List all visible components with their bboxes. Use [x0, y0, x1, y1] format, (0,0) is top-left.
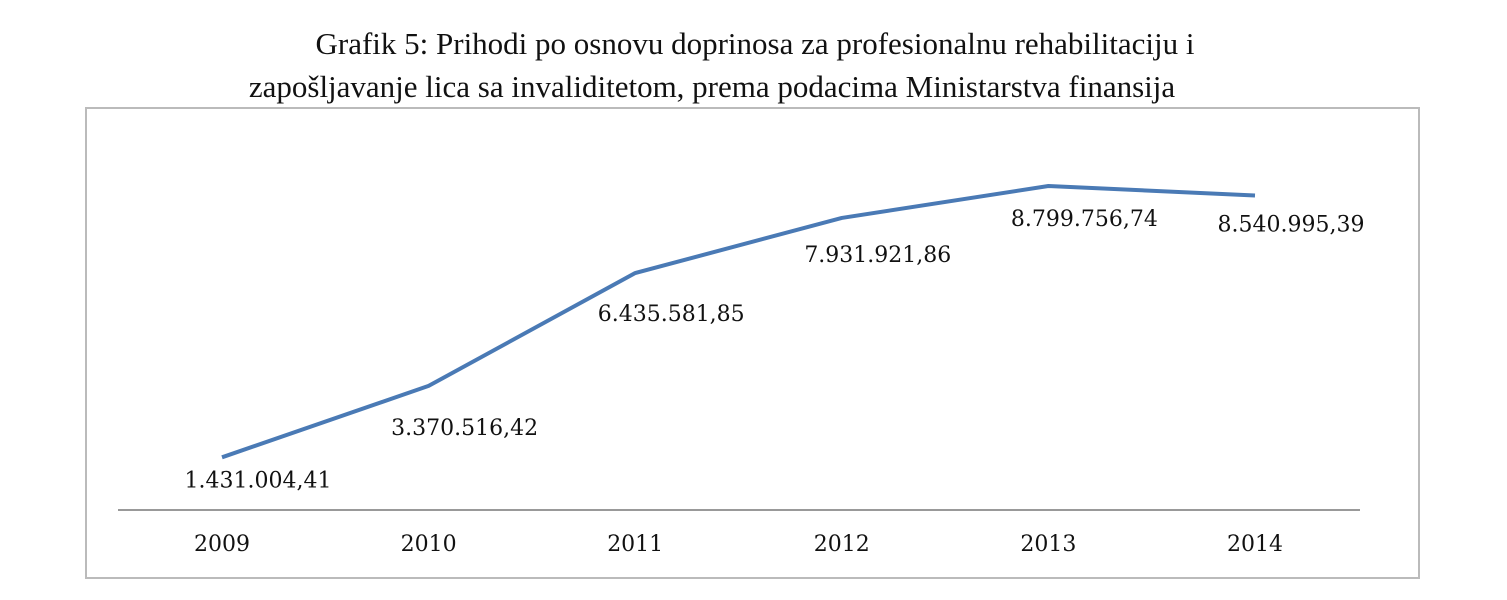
data-label: 8.540.995,39	[1218, 213, 1365, 238]
chart-title: zapošljavanje lica sa invaliditetom, pre…	[249, 69, 1176, 104]
data-label: 7.931.921,86	[804, 243, 951, 268]
chart-frame	[85, 107, 1420, 579]
x-tick-label: 2009	[194, 532, 250, 557]
data-label: 1.431.004,41	[185, 468, 332, 493]
data-label: 6.435.581,85	[598, 302, 745, 327]
x-tick-label: 2011	[607, 532, 663, 557]
x-tick-label: 2013	[1020, 532, 1076, 557]
chart-title: Grafik 5: Prihodi po osnovu doprinosa za…	[315, 26, 1194, 61]
x-tick-label: 2014	[1227, 532, 1283, 557]
data-label: 8.799.756,74	[1011, 207, 1158, 232]
data-line	[221, 184, 1256, 460]
x-tick-label: 2012	[814, 532, 870, 557]
x-tick-label: 2010	[401, 532, 457, 557]
data-label: 3.370.516,42	[391, 416, 538, 441]
